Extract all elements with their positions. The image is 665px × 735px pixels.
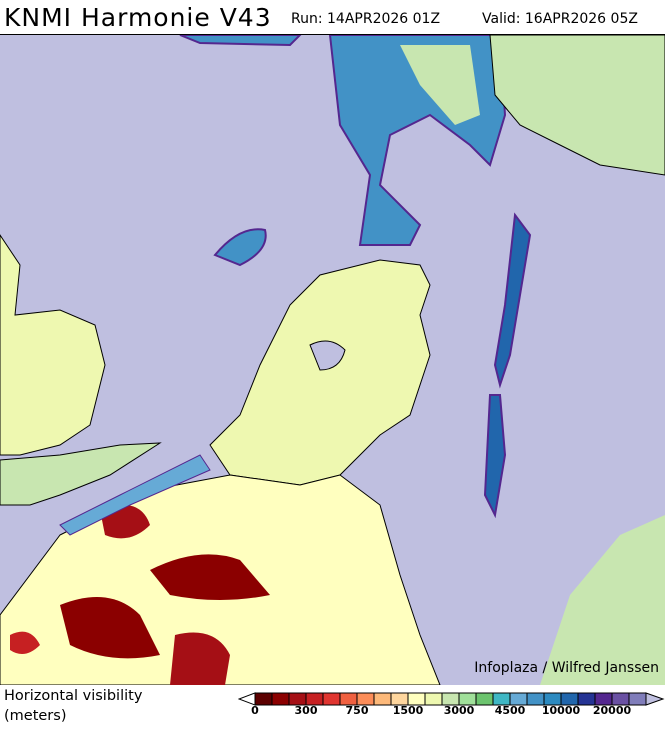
credit-text: Infoplaza / Wilfred Janssen bbox=[474, 660, 659, 676]
colorbar bbox=[238, 692, 665, 706]
fog-dense-3 bbox=[60, 597, 160, 659]
land-netherlands bbox=[209, 259, 431, 486]
colorbar-swatch bbox=[373, 692, 392, 706]
map-canvas bbox=[0, 34, 665, 686]
colorbar-tick-label: 1500 bbox=[392, 704, 424, 717]
land-kent bbox=[0, 442, 162, 506]
legend-label-line1: Horizontal visibility bbox=[4, 688, 143, 704]
visibility-map bbox=[0, 34, 665, 686]
colorbar-tick-label: 300 bbox=[294, 704, 318, 717]
colorbar-swatch bbox=[475, 692, 494, 706]
fog-dense-2 bbox=[150, 554, 270, 600]
colorbar-swatch bbox=[424, 692, 443, 706]
colorbar-over-triangle bbox=[645, 692, 665, 706]
fog-strip-channel bbox=[59, 454, 211, 536]
legend-label-unit: (meters) bbox=[4, 708, 67, 724]
colorbar-tick-label: 750 bbox=[345, 704, 369, 717]
colorbar-tick-label: 4500 bbox=[494, 704, 526, 717]
colorbar-tick-label: 3000 bbox=[443, 704, 475, 717]
fog-dense-4 bbox=[170, 632, 230, 685]
fog-dense-5 bbox=[10, 631, 40, 654]
fog-patch-top bbox=[179, 34, 303, 47]
fog-strip-east-2 bbox=[483, 394, 507, 519]
colorbar-tick-label: 0 bbox=[251, 704, 259, 717]
fog-patch bbox=[213, 228, 267, 267]
legend-label: Horizontal visibility (meters) bbox=[4, 686, 142, 726]
valid-time: Valid: 16APR2026 05Z bbox=[482, 11, 638, 27]
land-denmark bbox=[489, 34, 665, 176]
header: KNMI Harmonie V43 Run: 14APR2026 01Z Val… bbox=[0, 0, 665, 34]
colorbar-swatch bbox=[271, 692, 290, 706]
run-time: Run: 14APR2026 01Z bbox=[291, 11, 441, 27]
fog-area-north-core bbox=[400, 45, 480, 125]
colorbar-swatch bbox=[322, 692, 341, 706]
colorbar-tick-label: 20000 bbox=[592, 704, 632, 717]
colorbar-tick-label: 10000 bbox=[541, 704, 581, 717]
land-england bbox=[0, 234, 106, 456]
water-ijsselmeer bbox=[309, 340, 346, 371]
land-germany-se bbox=[540, 515, 665, 685]
fog-strip-east bbox=[493, 212, 532, 389]
colorbar-swatch bbox=[628, 692, 647, 706]
chart-title: KNMI Harmonie V43 bbox=[4, 3, 272, 32]
